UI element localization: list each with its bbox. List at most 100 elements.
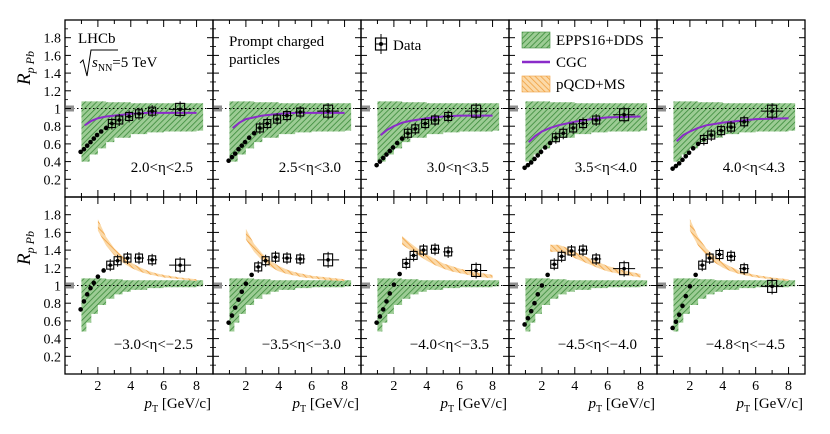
data-point	[539, 283, 545, 288]
ytick-label: 1.6	[44, 49, 62, 64]
data-point	[377, 314, 383, 319]
data-point	[474, 109, 478, 113]
data-syst-box	[619, 262, 630, 276]
xtick-label: 4	[127, 379, 134, 394]
data-point	[384, 299, 389, 304]
eta-range-label: 2.0<η<2.5	[131, 160, 193, 176]
pqcd-band	[402, 235, 493, 279]
data-point	[91, 280, 97, 286]
data-point	[525, 162, 531, 168]
description-line-2: particles	[229, 52, 280, 68]
data-syst-box	[550, 259, 559, 269]
data-point	[243, 281, 249, 287]
data-point	[285, 113, 289, 118]
xtick-label: 4	[571, 379, 578, 394]
data-point	[742, 266, 746, 271]
legend-pqcd-label: pQCD+MS	[556, 77, 625, 93]
data-point	[380, 155, 386, 161]
data-point	[719, 128, 723, 133]
data-point	[81, 146, 87, 152]
data-point	[273, 255, 278, 259]
data-point	[535, 153, 541, 158]
epps-band	[673, 278, 796, 332]
data-syst-box	[471, 104, 482, 118]
data-syst-box	[296, 254, 305, 264]
data-point	[729, 125, 733, 129]
data-point	[108, 263, 113, 267]
data-syst-box	[740, 117, 749, 127]
legend-epps-label: EPPS16+DDS	[556, 33, 644, 49]
pqcd-band	[97, 219, 197, 282]
data-syst-box	[271, 252, 280, 262]
panel-1: 0.2 0.4 0.6 0.8 1 1.2 1.4 1.6 1.8 2.0<η<2.5	[44, 19, 214, 198]
legend-cgc: CGC	[522, 55, 587, 71]
data-point	[683, 293, 689, 299]
data-syst-box	[726, 122, 736, 132]
data-point	[115, 258, 120, 263]
data-syst-box	[578, 245, 588, 255]
data-point	[84, 143, 90, 148]
ytick-label: 0.6	[44, 138, 62, 153]
pqcd-band	[245, 228, 345, 282]
legend-cgc-label: CGC	[556, 55, 587, 71]
energy-label: sNN=5 TeV	[79, 49, 158, 77]
data-point	[298, 110, 302, 114]
data-point	[686, 150, 692, 156]
data-point	[411, 253, 416, 258]
data-point	[117, 118, 122, 122]
data-point	[110, 121, 114, 126]
data-point	[298, 257, 302, 261]
data-point	[95, 274, 101, 279]
data-point	[242, 139, 248, 145]
data-syst-box	[263, 118, 272, 129]
ytick-label: 1.8	[44, 209, 62, 224]
data-point	[232, 151, 238, 156]
panel-10: 2 4 6 8 pT [GeV/c] −4.8<η<−4.5	[656, 196, 806, 415]
data-point	[446, 250, 450, 254]
legend-epps: EPPS16+DDS	[521, 31, 644, 49]
xlabel: pT [GeV/c]	[588, 396, 656, 415]
data-syst-box	[707, 130, 716, 140]
data-point	[433, 118, 437, 122]
cgc-curve	[380, 114, 493, 136]
data-point	[673, 163, 679, 169]
data-syst-box	[125, 111, 134, 122]
data-point	[326, 109, 330, 113]
data-syst-box	[134, 109, 144, 119]
data-point	[693, 272, 698, 278]
data-point	[265, 121, 270, 126]
epps-band	[377, 278, 500, 332]
data-point	[101, 268, 106, 273]
xtick-label: 8	[341, 379, 348, 394]
data-syst-box	[273, 114, 282, 124]
eta-range-label: −4.8<η<−4.5	[706, 337, 785, 353]
data-syst-box	[419, 245, 428, 255]
data-syst-box	[402, 258, 411, 268]
ytick-label: 0.2	[44, 350, 62, 365]
legend-data-label: Data	[393, 38, 422, 54]
xlabel: pT [GeV/c]	[292, 396, 360, 415]
data-point	[232, 305, 238, 310]
xtick-label: 2	[686, 379, 693, 394]
data-point	[547, 140, 553, 146]
data-syst-box	[113, 256, 122, 266]
data-point	[229, 313, 235, 318]
data-point	[236, 146, 241, 152]
data-syst-box	[134, 253, 144, 263]
ytick-label: 0.8	[44, 297, 62, 312]
data-point	[670, 325, 675, 331]
data-point	[729, 254, 733, 259]
data-syst-box	[254, 262, 263, 272]
data-point	[249, 272, 254, 278]
ytick-label: 1	[54, 103, 61, 118]
data-point	[285, 256, 289, 260]
ytick-label: 1.2	[44, 85, 62, 100]
data-point	[622, 112, 626, 117]
data-point	[525, 315, 531, 321]
data-point	[98, 129, 104, 134]
legend-data: Data	[374, 34, 422, 54]
data-syst-box	[323, 253, 334, 267]
data-point	[670, 166, 675, 171]
data-point	[150, 258, 154, 262]
xtick-label: 4	[423, 379, 430, 394]
